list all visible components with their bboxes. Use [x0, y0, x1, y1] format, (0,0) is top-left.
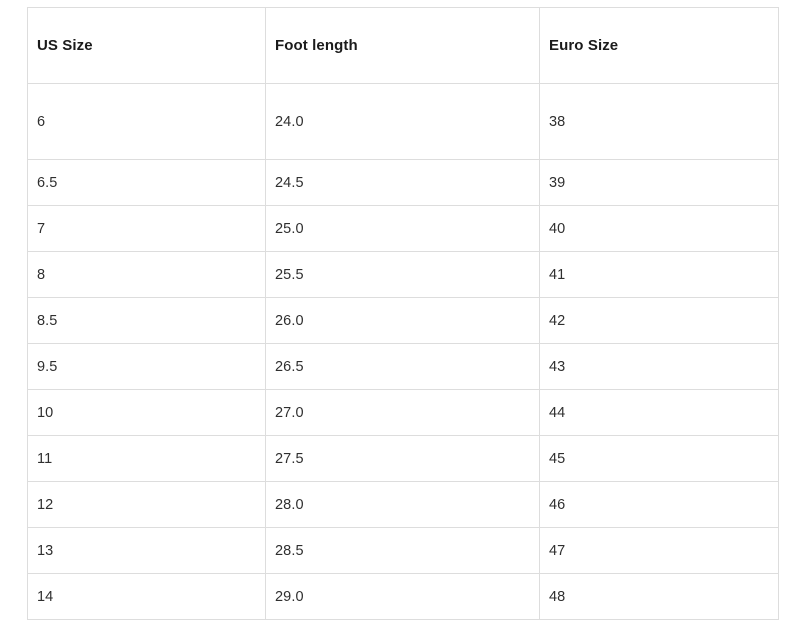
size-table-container: US Size Foot length Euro Size 6 24.0 38 … — [27, 7, 779, 620]
cell-foot-length: 28.5 — [265, 527, 540, 574]
cell-euro-size: 45 — [539, 435, 779, 482]
column-header-foot-length: Foot length — [265, 7, 540, 84]
cell-foot-length: 29.0 — [265, 573, 540, 620]
cell-foot-length: 24.5 — [265, 159, 540, 206]
cell-euro-size: 43 — [539, 343, 779, 390]
cell-us-size: 6.5 — [27, 159, 266, 206]
cell-us-size: 13 — [27, 527, 266, 574]
cell-us-size: 11 — [27, 435, 266, 482]
table-header: US Size Foot length Euro Size — [27, 7, 779, 84]
cell-us-size: 8.5 — [27, 297, 266, 344]
cell-us-size: 8 — [27, 251, 266, 298]
cell-us-size: 14 — [27, 573, 266, 620]
table-body: 6 24.0 38 6.5 24.5 39 7 25.0 40 8 25.5 — [27, 83, 779, 620]
cell-us-size: 12 — [27, 481, 266, 528]
table-row: 10 27.0 44 — [27, 389, 779, 436]
cell-us-size: 10 — [27, 389, 266, 436]
table-row: 13 28.5 47 — [27, 527, 779, 574]
table-row: 12 28.0 46 — [27, 481, 779, 528]
table-row: 8 25.5 41 — [27, 251, 779, 298]
table-row: 8.5 26.0 42 — [27, 297, 779, 344]
table-header-row: US Size Foot length Euro Size — [27, 7, 779, 84]
cell-euro-size: 46 — [539, 481, 779, 528]
cell-foot-length: 25.5 — [265, 251, 540, 298]
cell-euro-size: 41 — [539, 251, 779, 298]
table-row: 6.5 24.5 39 — [27, 159, 779, 206]
cell-foot-length: 26.5 — [265, 343, 540, 390]
cell-foot-length: 24.0 — [265, 83, 540, 160]
cell-foot-length: 26.0 — [265, 297, 540, 344]
table-row: 11 27.5 45 — [27, 435, 779, 482]
cell-euro-size: 48 — [539, 573, 779, 620]
cell-foot-length: 25.0 — [265, 205, 540, 252]
cell-euro-size: 42 — [539, 297, 779, 344]
size-conversion-table: US Size Foot length Euro Size 6 24.0 38 … — [27, 7, 779, 620]
table-row: 14 29.0 48 — [27, 573, 779, 620]
cell-us-size: 6 — [27, 83, 266, 160]
table-row: 7 25.0 40 — [27, 205, 779, 252]
cell-euro-size: 39 — [539, 159, 779, 206]
cell-us-size: 7 — [27, 205, 266, 252]
cell-euro-size: 38 — [539, 83, 779, 160]
column-header-us-size: US Size — [27, 7, 266, 84]
cell-foot-length: 28.0 — [265, 481, 540, 528]
column-header-euro-size: Euro Size — [539, 7, 779, 84]
cell-euro-size: 44 — [539, 389, 779, 436]
table-row: 9.5 26.5 43 — [27, 343, 779, 390]
cell-foot-length: 27.5 — [265, 435, 540, 482]
table-row: 6 24.0 38 — [27, 83, 779, 160]
cell-us-size: 9.5 — [27, 343, 266, 390]
cell-euro-size: 47 — [539, 527, 779, 574]
cell-euro-size: 40 — [539, 205, 779, 252]
cell-foot-length: 27.0 — [265, 389, 540, 436]
